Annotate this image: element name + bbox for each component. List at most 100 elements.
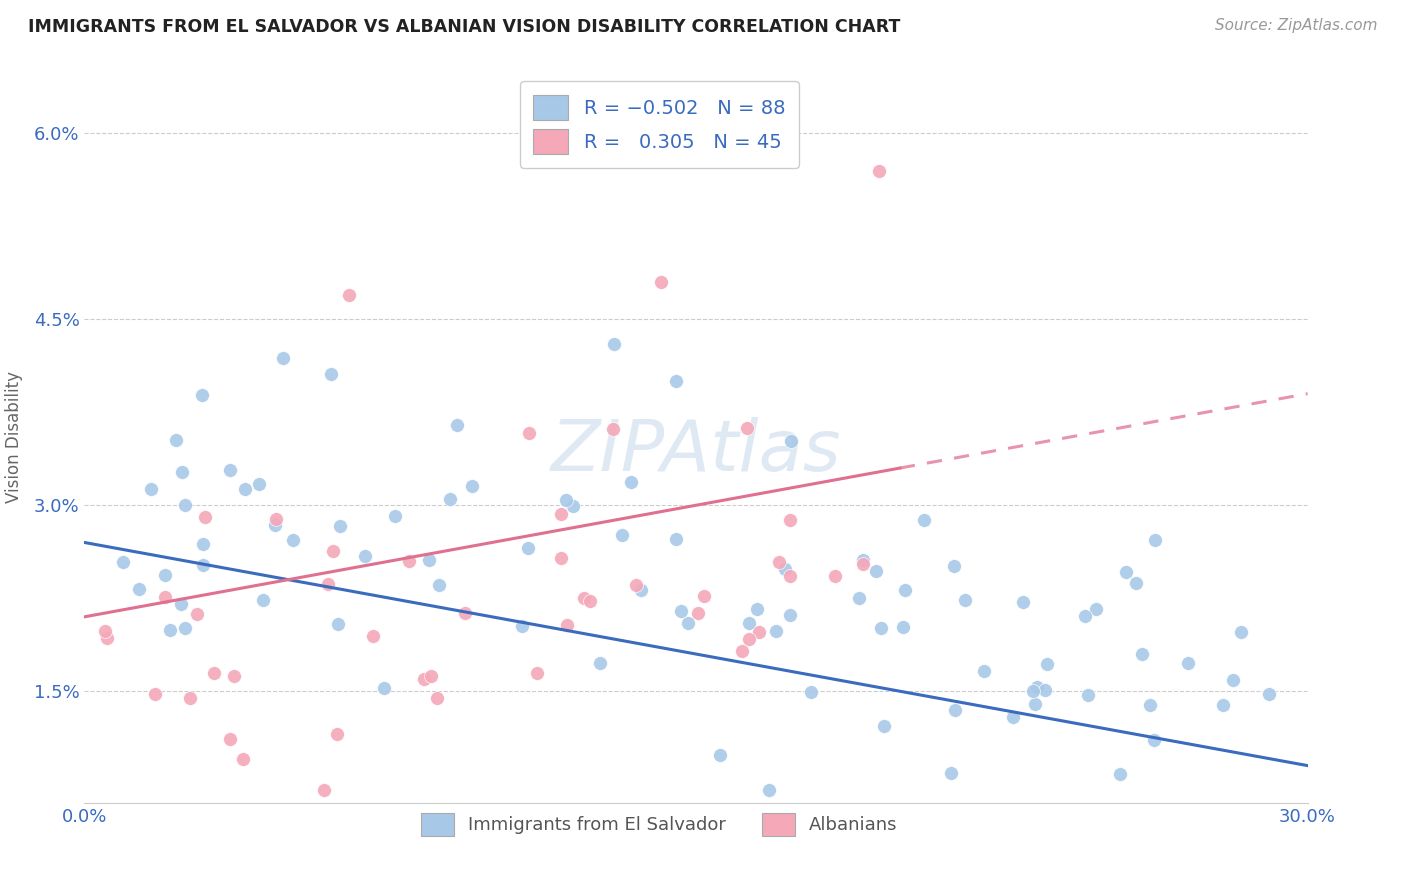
Point xyxy=(312,783,335,797)
Point xyxy=(172,465,194,479)
Point xyxy=(1002,709,1025,723)
Point xyxy=(824,569,846,583)
Point xyxy=(264,511,287,525)
Point xyxy=(973,664,995,678)
Point xyxy=(650,275,672,289)
Point xyxy=(1109,767,1132,781)
Point xyxy=(851,553,873,567)
Point xyxy=(748,625,770,640)
Point xyxy=(384,508,406,523)
Point xyxy=(894,582,917,597)
Point xyxy=(1074,609,1097,624)
Point xyxy=(1177,656,1199,670)
Point xyxy=(572,591,595,606)
Point xyxy=(942,559,965,574)
Point xyxy=(233,482,256,496)
Point xyxy=(780,434,803,449)
Point xyxy=(588,656,610,670)
Point xyxy=(555,618,578,632)
Point xyxy=(852,558,875,572)
Point xyxy=(693,590,716,604)
Point xyxy=(186,607,208,622)
Point xyxy=(686,606,709,620)
Point xyxy=(1036,657,1059,672)
Point xyxy=(1022,684,1045,698)
Point xyxy=(155,567,177,582)
Point xyxy=(316,577,339,591)
Point xyxy=(1084,602,1107,616)
Point xyxy=(412,672,434,686)
Point xyxy=(665,532,688,546)
Point xyxy=(329,519,352,533)
Point xyxy=(765,624,787,639)
Point xyxy=(869,621,891,635)
Point xyxy=(453,606,475,620)
Point xyxy=(953,592,976,607)
Point xyxy=(191,558,214,573)
Point xyxy=(271,351,294,366)
Point xyxy=(550,507,572,521)
Point xyxy=(775,562,797,576)
Point xyxy=(439,491,461,506)
Point xyxy=(174,621,197,635)
Point xyxy=(709,748,731,763)
Point xyxy=(321,368,343,382)
Text: IMMIGRANTS FROM EL SALVADOR VS ALBANIAN VISION DISABILITY CORRELATION CHART: IMMIGRANTS FROM EL SALVADOR VS ALBANIAN … xyxy=(28,18,900,36)
Point xyxy=(939,765,962,780)
Point xyxy=(869,163,891,178)
Point xyxy=(1125,576,1147,591)
Point xyxy=(516,541,538,555)
Point xyxy=(191,387,214,401)
Point xyxy=(373,681,395,696)
Point xyxy=(873,719,896,733)
Point xyxy=(630,582,652,597)
Point xyxy=(96,631,118,645)
Point xyxy=(194,510,217,524)
Point xyxy=(943,703,966,717)
Point xyxy=(427,578,450,592)
Point xyxy=(1035,683,1057,698)
Point xyxy=(602,422,624,436)
Point xyxy=(1077,688,1099,702)
Point xyxy=(143,687,166,701)
Point xyxy=(562,499,585,513)
Point xyxy=(1257,687,1279,701)
Point xyxy=(800,685,823,699)
Point xyxy=(1139,698,1161,713)
Point xyxy=(224,669,246,683)
Point xyxy=(128,582,150,596)
Point xyxy=(665,374,688,388)
Point xyxy=(735,421,758,435)
Point xyxy=(1143,733,1166,747)
Point xyxy=(153,590,176,604)
Point xyxy=(398,554,420,568)
Point xyxy=(112,555,135,569)
Point xyxy=(1130,647,1153,661)
Point xyxy=(361,629,384,643)
Point xyxy=(354,549,377,563)
Point xyxy=(1026,680,1049,694)
Point xyxy=(418,553,440,567)
Point xyxy=(893,620,915,634)
Text: ZIPAtlas: ZIPAtlas xyxy=(551,417,841,486)
Point xyxy=(1115,565,1137,579)
Point xyxy=(169,597,191,611)
Point xyxy=(420,668,443,682)
Point xyxy=(912,513,935,527)
Point xyxy=(252,592,274,607)
Point xyxy=(339,287,361,301)
Point xyxy=(139,482,162,496)
Point xyxy=(322,544,344,558)
Point xyxy=(731,644,754,658)
Point xyxy=(779,569,801,583)
Point xyxy=(1212,698,1234,712)
Point xyxy=(738,616,761,631)
Point xyxy=(446,417,468,432)
Point xyxy=(579,594,602,608)
Y-axis label: Vision Disability: Vision Disability xyxy=(4,371,22,503)
Point xyxy=(758,783,780,797)
Point xyxy=(737,632,759,646)
Point xyxy=(281,533,304,547)
Point xyxy=(1230,624,1253,639)
Point xyxy=(1222,673,1244,688)
